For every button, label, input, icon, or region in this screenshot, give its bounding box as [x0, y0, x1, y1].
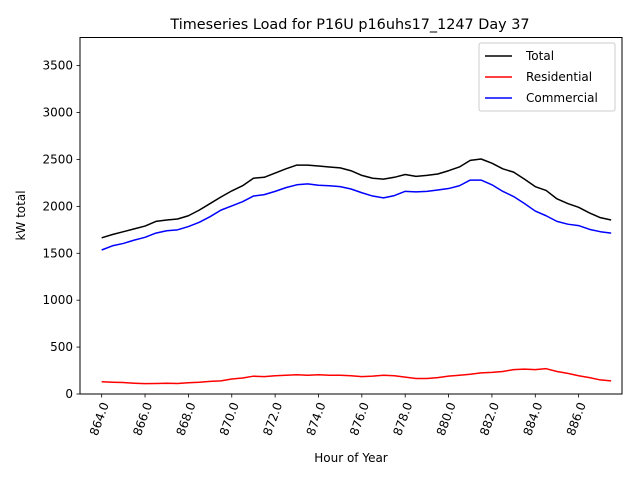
y-tick-label: 3500	[42, 59, 73, 73]
y-tick-label: 0	[65, 387, 73, 401]
chart-title: Timeseries Load for P16U p16uhs17_1247 D…	[169, 17, 529, 33]
legend-label-total: Total	[525, 49, 554, 63]
series-line-commercial	[101, 179, 612, 251]
legend-label-residential: Residential	[526, 70, 592, 84]
x-axis-label: Hour of Year	[314, 451, 388, 465]
y-tick-label: 2500	[42, 152, 73, 166]
series-line-total	[101, 158, 612, 239]
series-lines	[101, 158, 612, 385]
y-tick-label: 3000	[42, 106, 73, 120]
y-tick-label: 500	[50, 340, 73, 354]
legend: Total Residential Commercial	[478, 42, 616, 112]
legend-label-commercial: Commercial	[526, 91, 598, 105]
y-tick-label: 2000	[42, 199, 73, 213]
y-axis-label: kW total	[14, 190, 28, 240]
y-tick-label: 1000	[42, 293, 73, 307]
plot-area	[79, 37, 623, 395]
legend-box	[478, 42, 616, 112]
y-tick-label: 1500	[42, 246, 73, 260]
axes-frame	[79, 37, 623, 395]
series-line-residential	[101, 367, 612, 385]
y-axis-ticks: 0 500 1000 1500 2000 2500 3000 3500	[42, 59, 80, 401]
